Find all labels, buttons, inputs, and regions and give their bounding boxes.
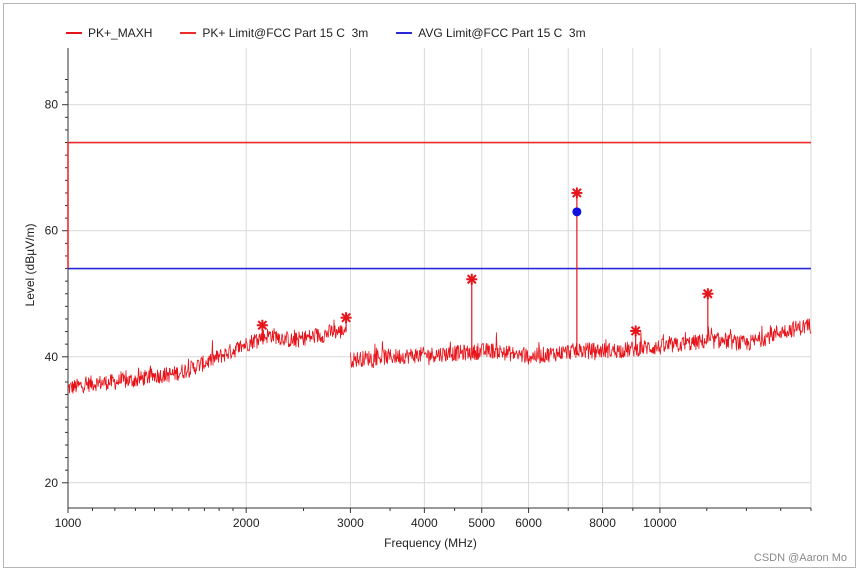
avg-marker (572, 207, 582, 217)
peak-marker (340, 312, 352, 324)
y-axis-label-wrap: Level (dBµV/m) (10, 210, 50, 320)
legend-label-pk-maxh: PK+_MAXH (88, 26, 153, 40)
legend-item-pk-limit: PK+ Limit@FCC Part 15 C 3m (180, 26, 368, 40)
x-tick-label: 8000 (589, 516, 616, 530)
x-tick-label: 10000 (643, 516, 677, 530)
peak-marker-stroke (257, 320, 268, 331)
peak-marker (571, 187, 583, 199)
x-tick-label: 2000 (233, 516, 260, 530)
legend-label-avg-limit: AVG Limit@FCC Part 15 C 3m (418, 26, 586, 40)
legend-swatch-pk-limit (180, 32, 197, 34)
legend: PK+_MAXH PK+ Limit@FCC Part 15 C 3m AVG … (66, 24, 614, 42)
pk-maxh-trace-segment (350, 318, 812, 369)
legend-swatch-avg-limit (396, 32, 413, 34)
watermark: CSDN @Aaron Mo (753, 552, 847, 564)
legend-item-pk-maxh: PK+_MAXH (66, 26, 152, 40)
y-tick-label: 40 (45, 350, 59, 364)
legend-label-pk-limit: PK+ Limit@FCC Part 15 C 3m (202, 26, 369, 40)
x-tick-label: 4000 (411, 516, 438, 530)
peak-marker-stroke (703, 288, 713, 299)
pk-maxh-trace-segment (67, 319, 347, 394)
peak-marker (630, 325, 642, 337)
peak-marker-stroke (572, 188, 582, 198)
y-axis-label: Level (dBµV/m) (23, 223, 37, 307)
y-tick-label: 20 (45, 476, 59, 490)
x-tick-label: 5000 (468, 516, 495, 530)
peak-marker-stroke (630, 326, 641, 336)
chart-frame (3, 3, 856, 568)
legend-swatch-pk-maxh (66, 32, 82, 34)
peak-marker (466, 273, 478, 285)
x-tick-label: 3000 (337, 516, 364, 530)
peak-marker (702, 288, 714, 300)
legend-item-avg-limit: AVG Limit@FCC Part 15 C 3m (396, 26, 586, 40)
peak-marker-stroke (341, 312, 351, 323)
peak-marker-stroke (466, 274, 477, 285)
x-tick-label: 1000 (55, 516, 82, 530)
peak-marker (256, 319, 268, 331)
pk-limit-line (67, 141, 811, 269)
y-tick-label: 60 (45, 224, 59, 238)
x-tick-label: 6000 (515, 516, 542, 530)
y-tick-label: 80 (45, 98, 59, 112)
plot-area (68, 48, 811, 508)
